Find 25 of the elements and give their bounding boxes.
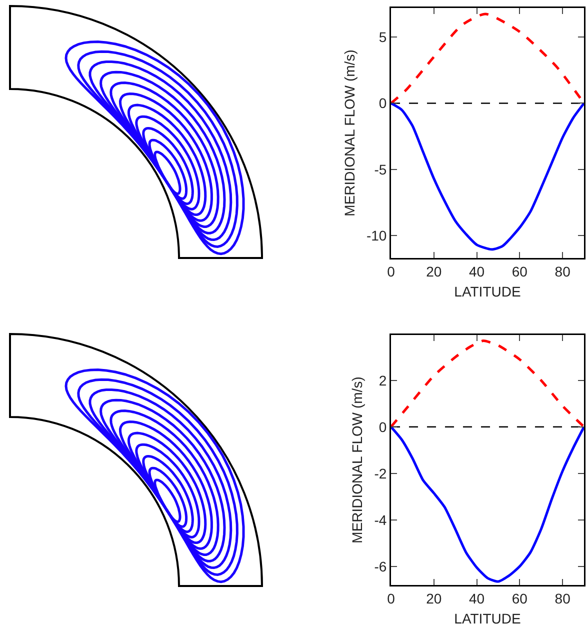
y-tick-label: 0 bbox=[378, 418, 387, 435]
y-tick-label: 0 bbox=[378, 95, 387, 112]
y-tick-label: -6 bbox=[374, 558, 387, 574]
y-tick-label: 2 bbox=[378, 372, 387, 388]
line-series bbox=[391, 12, 584, 104]
line-series bbox=[391, 102, 584, 251]
line-series bbox=[391, 340, 584, 428]
x-tick-label: 20 bbox=[426, 590, 442, 606]
y-tick-label: -5 bbox=[374, 161, 387, 178]
x-tick-label: 60 bbox=[512, 590, 528, 606]
x-tick-label: 40 bbox=[468, 263, 485, 280]
x-tick-label: 20 bbox=[426, 263, 442, 280]
x-tick-label: 80 bbox=[554, 590, 571, 606]
x-tick-label: 80 bbox=[554, 263, 571, 280]
y-tick-label: -2 bbox=[374, 465, 387, 482]
x-axis-title: LATITUDE bbox=[454, 283, 521, 300]
y-tick-label: -10 bbox=[366, 227, 387, 244]
y-axis-title: MERIDIONAL FLOW (m/s) bbox=[349, 376, 366, 544]
y-axis-title: MERIDIONAL FLOW (m/s) bbox=[341, 50, 358, 216]
line-series bbox=[391, 426, 584, 583]
x-tick-label: 60 bbox=[512, 263, 528, 280]
y-tick-label: -4 bbox=[374, 512, 387, 528]
y-tick-label: 5 bbox=[378, 29, 387, 45]
x-axis-title: LATITUDE bbox=[454, 610, 521, 626]
x-tick-label: 40 bbox=[468, 590, 485, 606]
